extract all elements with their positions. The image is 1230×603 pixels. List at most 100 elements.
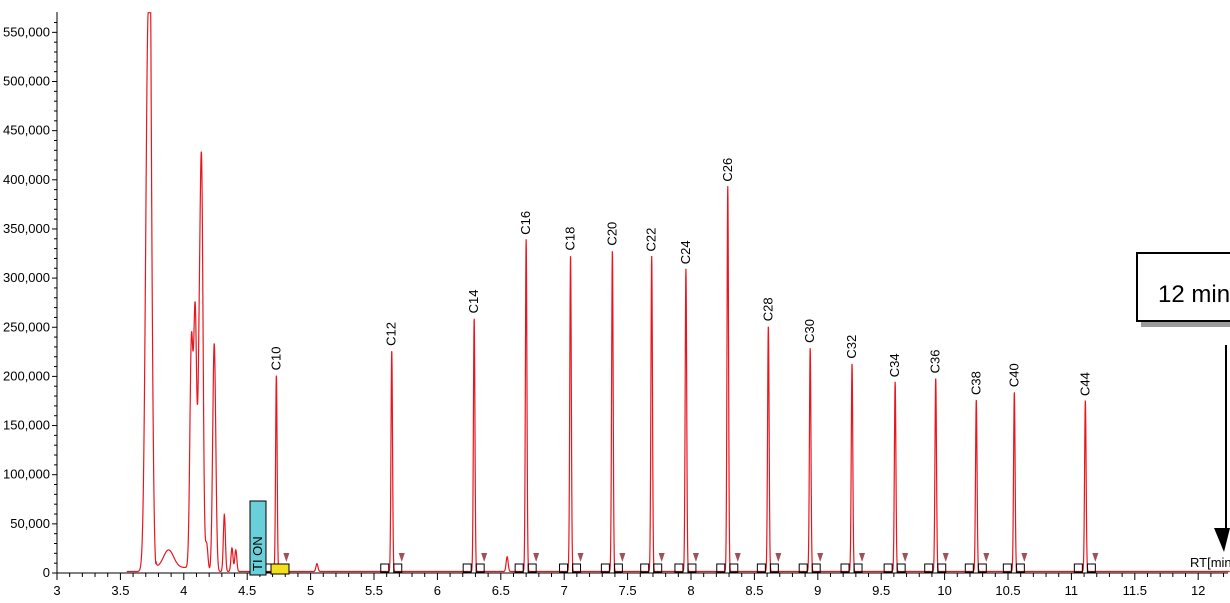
peak-start-marker <box>674 563 684 573</box>
chromatogram-trace <box>126 12 1230 573</box>
callout-text: 12 min <box>1158 281 1230 308</box>
peak-label: C20 <box>604 222 619 246</box>
peak-end-marker <box>769 563 779 573</box>
peak-label: C26 <box>720 158 735 182</box>
peak-flag-marker <box>859 553 866 562</box>
x-tick-label: 12 <box>1191 583 1205 598</box>
peak-label: C40 <box>1006 363 1021 387</box>
peak-flag-marker <box>658 553 665 562</box>
y-tick-label: 400,000 <box>3 172 50 187</box>
peak-label: C28 <box>760 297 775 321</box>
peak-flag-marker <box>902 553 909 562</box>
peak-flag-marker <box>983 553 990 562</box>
x-tick-label: 11.5 <box>1123 583 1147 598</box>
peak-end-marker <box>811 563 821 573</box>
axes <box>56 12 1228 574</box>
peak-label: C44 <box>1077 372 1092 396</box>
x-tick-label: 9.5 <box>872 583 890 598</box>
peak-flag-marker <box>734 553 741 562</box>
y-axis-ticks: 0 50,000 100,000 150,000 200,000 250,000 300,0… <box>3 22 57 580</box>
peak-start-marker <box>600 563 610 573</box>
arrow-head <box>1214 528 1230 552</box>
y-tick-label: 300,000 <box>3 270 50 285</box>
peak-label: C24 <box>678 240 693 264</box>
x-tick-label: 3 <box>53 583 60 598</box>
peak-flag-marker <box>817 553 824 562</box>
peak-start-marker <box>1002 563 1012 573</box>
peak-flag-marker <box>1092 553 1099 562</box>
peak-start-marker <box>640 563 650 573</box>
peak-start-marker <box>559 563 569 573</box>
callout-arrow <box>1214 345 1230 552</box>
peak-flag-marker <box>692 553 699 562</box>
peak-start-marker <box>756 563 766 573</box>
peak-end-marker <box>1086 563 1096 573</box>
x-tick-label: 6.5 <box>492 583 510 598</box>
peak-end-marker <box>393 563 403 573</box>
peak-start-marker <box>840 563 850 573</box>
peak-labels: C10 C12 C14 C16 C18 C20 C22 C24 C26 C28 C30 C32 C34 C… <box>268 158 1092 396</box>
peak-start-marker <box>798 563 808 573</box>
peak-end-marker <box>896 563 906 573</box>
integration-markers <box>264 553 1099 573</box>
x-tick-label: 5.5 <box>365 583 383 598</box>
peak-flag-marker <box>398 553 405 562</box>
y-tick-label: 550,000 <box>3 24 50 39</box>
x-tick-label: 8.5 <box>745 583 763 598</box>
x-tick-label: 6 <box>434 583 441 598</box>
peak-label: C22 <box>644 228 659 252</box>
peak-flag-marker <box>942 553 949 562</box>
x-axis-label: RT[min] <box>1190 555 1230 570</box>
peak-end-marker <box>977 563 987 573</box>
peak-end-marker <box>687 563 697 573</box>
callout-box: 12 min <box>1136 252 1230 322</box>
peak-label: C14 <box>466 290 481 314</box>
x-tick-label: 11 <box>1065 583 1079 598</box>
peak-start-marker <box>716 563 726 573</box>
tion-box <box>249 500 267 576</box>
peak-start-marker <box>1073 563 1083 573</box>
peak-label: C30 <box>802 319 817 343</box>
y-tick-label: 50,000 <box>10 516 50 531</box>
y-tick-label: 450,000 <box>3 123 50 138</box>
peak-flag-marker <box>577 553 584 562</box>
x-tick-label: 5 <box>307 583 314 598</box>
x-tick-label: 10 <box>937 583 951 598</box>
x-tick-label: 10.5 <box>995 583 1020 598</box>
y-tick-label: 250,000 <box>3 319 50 334</box>
tion-marker: TI ON <box>249 500 290 576</box>
peak-end-marker <box>729 563 739 573</box>
x-tick-label: 8 <box>687 583 694 598</box>
tion-label: TI ON <box>250 536 265 571</box>
x-tick-label: 3.5 <box>111 583 129 598</box>
peak-flag-marker <box>1021 553 1028 562</box>
peak-end-marker <box>527 563 537 573</box>
peak-start-marker <box>514 563 524 573</box>
x-tick-label: 9 <box>814 583 821 598</box>
peak-end-marker <box>572 563 582 573</box>
peak-label: C36 <box>928 349 943 373</box>
peak-end-marker <box>853 563 863 573</box>
peak-label: C12 <box>384 322 399 346</box>
peak-label: C32 <box>844 335 859 359</box>
x-tick-label: 4 <box>180 583 187 598</box>
y-tick-label: 100,000 <box>3 467 50 482</box>
peak-flag-marker <box>481 553 488 562</box>
peak-start-marker <box>462 563 472 573</box>
peak-flag-marker <box>775 553 782 562</box>
x-tick-label: 7.5 <box>619 583 637 598</box>
peak-start-marker <box>380 563 390 573</box>
x-tick-label: 4.5 <box>238 583 256 598</box>
y-tick-label: 0 <box>43 565 50 580</box>
x-tick-label: 7 <box>561 583 568 598</box>
peak-start-marker <box>883 563 893 573</box>
peak-flag-marker <box>619 553 626 562</box>
peak-label: C38 <box>968 371 983 395</box>
peak-label: C18 <box>563 227 578 251</box>
peak-flag-marker <box>533 553 540 562</box>
x-axis-ticks: 3 3.5 4 4.5 5 5.5 6 6.5 7 7.5 8 8.5 9 9.5 10 10.5 11 11.5… <box>53 573 1225 598</box>
peak-start-marker <box>964 563 974 573</box>
event-marker <box>270 563 290 575</box>
y-tick-label: 200,000 <box>3 368 50 383</box>
